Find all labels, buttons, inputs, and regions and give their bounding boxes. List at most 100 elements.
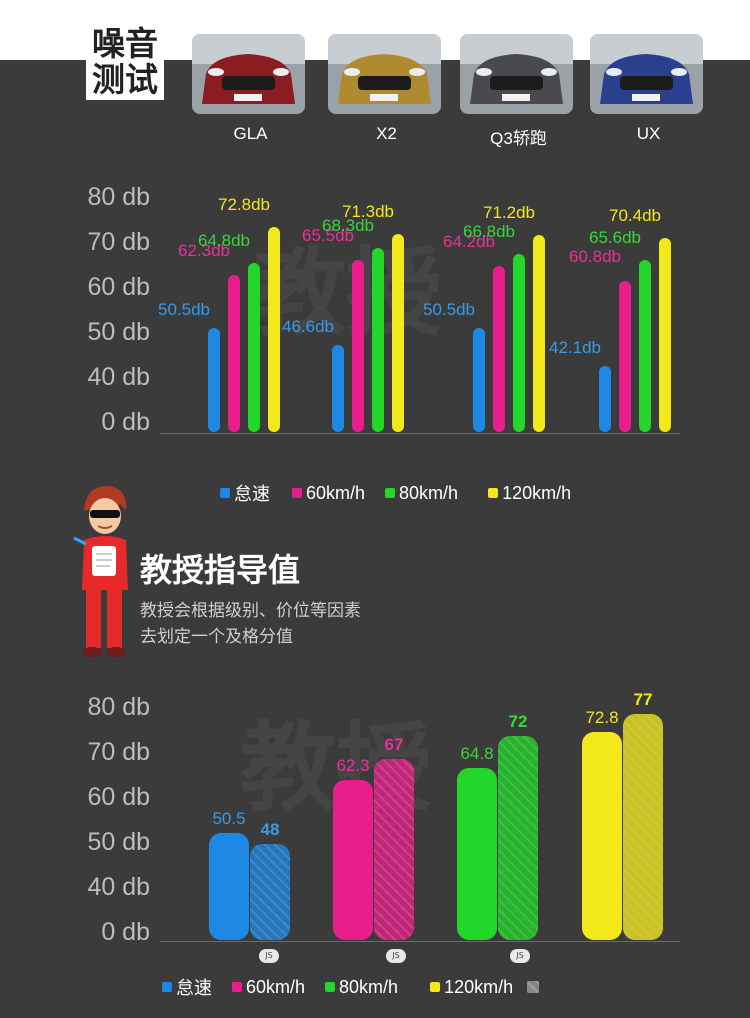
chart1-legend: 怠速 60km/h 80km/h 120km/h xyxy=(220,480,571,506)
legend2-idle: 怠速 xyxy=(162,974,212,1000)
chart2-label-2-1: 72 xyxy=(508,712,528,731)
chart1-bar-0-1 xyxy=(228,274,240,432)
chart1-label-2-0: 50.5db xyxy=(423,299,475,319)
legend2-120: 120km/h xyxy=(430,977,513,998)
chart1-bar-0-2 xyxy=(248,263,260,432)
chart1-ytick-3: 50 db xyxy=(87,318,150,346)
car-label-1: GLA xyxy=(233,124,268,143)
legend2-swatch-60 xyxy=(232,982,242,992)
car-photo-1 xyxy=(192,34,305,114)
guideline-title: 教授指导值 xyxy=(140,551,301,589)
legend2-guideline xyxy=(527,981,543,993)
car-label-2: X2 xyxy=(376,124,397,143)
car-photo-4 xyxy=(590,34,703,114)
chart1-bar-2-1 xyxy=(493,266,505,432)
legend2-swatch-120 xyxy=(430,982,441,992)
chart1-label-3-3: 70.4db xyxy=(609,206,661,226)
legend-60: 60km/h xyxy=(292,483,365,504)
chart2-bar-3-1 xyxy=(623,713,663,940)
chart1-label-1-1: 65.5db xyxy=(302,226,354,246)
legend-swatch-120 xyxy=(488,488,499,498)
legend-swatch-idle xyxy=(220,488,230,498)
chart2-label-0-0: 50.5 xyxy=(212,808,246,828)
title-line-2: 测试 xyxy=(92,60,158,99)
legend-idle: 怠速 xyxy=(220,480,270,506)
chart1-ytick-1: 70 db xyxy=(87,228,150,256)
chart2-ytick-0: 80 db xyxy=(87,693,150,721)
js-badge-3: JS xyxy=(510,949,530,963)
chart1-bar-3-0 xyxy=(599,365,611,432)
watermark-1: 教授 xyxy=(250,237,442,349)
legend2-80: 80km/h xyxy=(325,977,398,998)
chart1-ytick-4: 40 db xyxy=(87,363,150,391)
chart1-label-1-2: 68.3db xyxy=(322,215,374,235)
chart1-bar-3-2 xyxy=(639,259,651,432)
js-badge-1: JS xyxy=(259,949,279,963)
description-line-2: 去划定一个及格分值 xyxy=(140,627,293,647)
noise-test-title: 噪音 测试 xyxy=(86,24,164,100)
legend-swatch-60 xyxy=(292,488,302,498)
chart1-ytick-5: 0 db xyxy=(101,408,150,436)
legend2-swatch-80 xyxy=(325,982,336,992)
chart1-bar-0-0 xyxy=(208,327,220,432)
chart1-label-0-3: 72.8db xyxy=(218,195,270,215)
js-badge-2: JS xyxy=(386,949,406,963)
chart1-bar-1-1 xyxy=(352,260,364,432)
chart2-ytick-5: 0 db xyxy=(101,918,150,946)
chart1-bar-1-0 xyxy=(332,345,344,432)
car-photo-3 xyxy=(460,34,573,114)
title-line-1: 噪音 xyxy=(92,24,158,63)
professor-mascot-icon xyxy=(73,486,128,657)
chart1-label-0-2: 64.8db xyxy=(198,231,250,251)
legend2-swatch-hatch xyxy=(527,981,540,993)
car-label-4: UX xyxy=(636,124,661,143)
chart1-label-3-0: 42.1db xyxy=(549,337,601,357)
chart2-bar-1-1 xyxy=(374,758,414,940)
chart1-label-3-1: 60.8db xyxy=(569,247,621,267)
chart2-ytick-4: 40 db xyxy=(87,873,150,901)
chart2-label-3-0: 72.8 xyxy=(585,708,619,728)
chart2-bar-2-1 xyxy=(498,736,538,940)
chart1-label-2-1: 64.2db xyxy=(443,232,495,252)
chart1-ytick-0: 80 db xyxy=(87,183,150,211)
guideline-description: 教授会根据级别、价位等因素 去划定一个及格分值 xyxy=(140,598,361,650)
chart2-ytick-3: 50 db xyxy=(87,828,150,856)
chart1-bar-1-2 xyxy=(372,247,384,432)
legend-120: 120km/h xyxy=(488,483,571,504)
chart2-ytick-2: 60 db xyxy=(87,783,150,811)
legend-80: 80km/h xyxy=(385,483,458,504)
car-label-3: Q3轿跑 xyxy=(490,129,547,148)
chart2-bar-1-0 xyxy=(333,779,373,940)
chart1-label-3-2: 65.6db xyxy=(589,227,641,247)
chart1-bar-2-3 xyxy=(533,234,545,432)
chart2-ytick-1: 70 db xyxy=(87,738,150,766)
car-photo-2 xyxy=(328,34,441,114)
chart2-bar-0-1 xyxy=(250,844,290,940)
chart2-legend: 怠速 60km/h 80km/h 120km/h xyxy=(162,974,543,1000)
chart2-label-0-1: 48 xyxy=(260,820,280,839)
chart1-label-0-0: 50.5db xyxy=(158,299,210,319)
chart1-bar-2-0 xyxy=(473,327,485,432)
chart1-label-2-2: 66.8db xyxy=(463,222,515,242)
chart2-bar-2-0 xyxy=(457,768,497,940)
chart1-label-0-1: 62.3db xyxy=(178,240,230,260)
chart2-bar-3-0 xyxy=(582,732,622,940)
chart1-ytick-2: 60 db xyxy=(87,273,150,301)
chart2-label-2-0: 64.8 xyxy=(460,744,494,764)
chart2-bar-0-0 xyxy=(209,832,249,940)
description-line-1: 教授会根据级别、价位等因素 xyxy=(140,601,361,621)
chart1-label-1-3: 71.3db xyxy=(342,202,394,222)
chart1-baseline xyxy=(160,433,680,434)
chart1-bar-2-2 xyxy=(513,254,525,432)
legend-swatch-80 xyxy=(385,488,396,498)
chart1-bar-1-3 xyxy=(392,234,404,432)
chart1-bar-3-3 xyxy=(659,238,671,432)
chart2-label-1-1: 67 xyxy=(384,734,404,754)
legend2-60: 60km/h xyxy=(232,977,305,998)
legend2-swatch-idle xyxy=(162,982,172,992)
chart2-label-1-0: 62.3 xyxy=(336,755,370,775)
chart1-label-2-3: 71.2db xyxy=(483,202,535,222)
chart2-label-3-1: 77 xyxy=(633,689,653,709)
chart1-label-1-0: 46.6db xyxy=(282,317,334,337)
chart1-bar-0-3 xyxy=(268,227,280,432)
